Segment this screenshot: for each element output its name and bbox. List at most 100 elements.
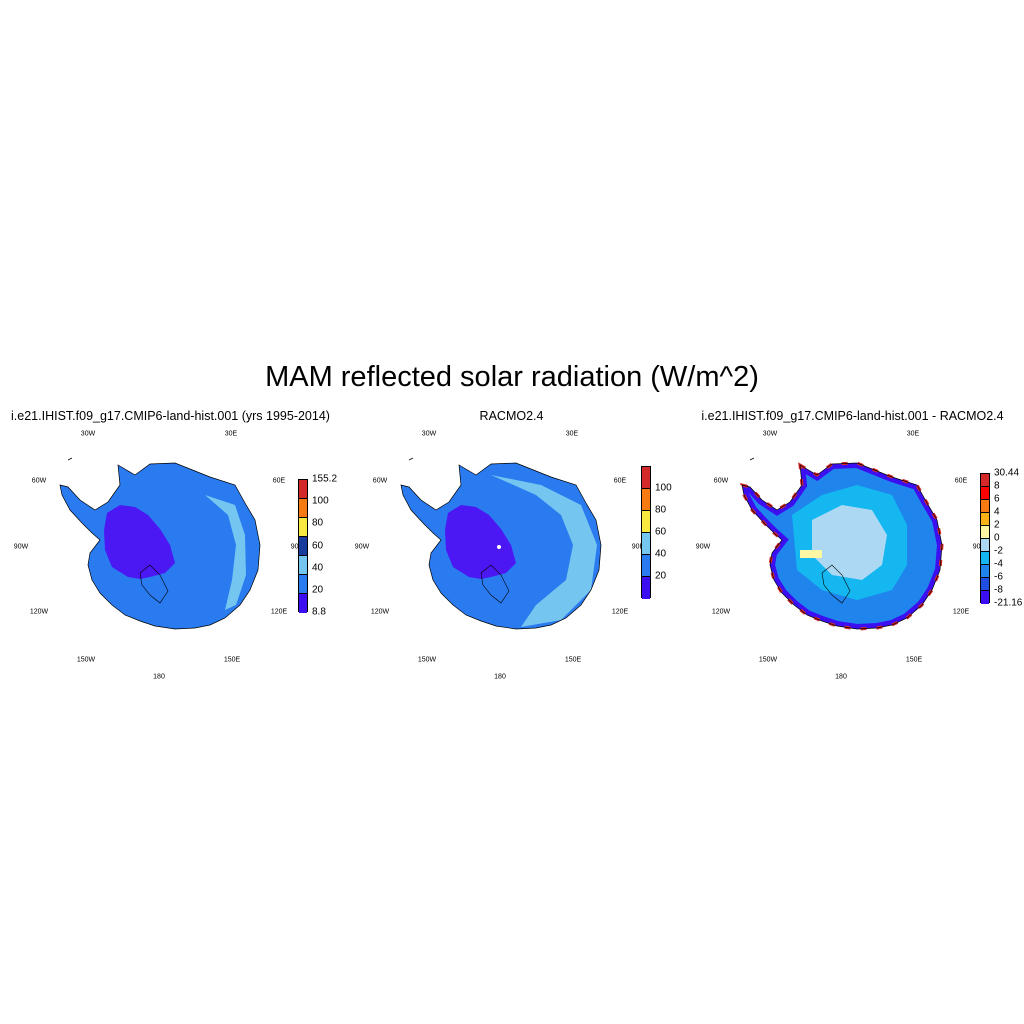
island-mark — [67, 457, 73, 461]
lon-label-30w: 30W — [762, 430, 778, 438]
colorbar-tick-label: 30.44 — [994, 467, 1020, 479]
colorbar-tick-label: 2 — [994, 519, 1000, 531]
panel-difference: i.e21.IHIST.f09_g17.CMIP6-land-hist.001 … — [682, 405, 1023, 695]
lon-label-120w: 120W — [29, 608, 49, 616]
lon-label-90w: 90W — [354, 543, 370, 551]
interior-low-region — [104, 505, 175, 579]
lon-label-150e: 150E — [564, 656, 582, 664]
lon-label-60e: 60E — [613, 477, 627, 485]
lon-label-90w: 90W — [13, 543, 29, 551]
lon-label-120w: 120W — [711, 608, 731, 616]
lon-label-120e: 120E — [611, 608, 629, 616]
lon-label-90w: 90W — [695, 543, 711, 551]
panel-racmo: RACMO2.4 30W 30E 60W 60E 90W 90E 120W 12… — [341, 405, 682, 695]
panel-title: i.e21.IHIST.f09_g17.CMIP6-land-hist.001 … — [11, 409, 330, 423]
ross-ice-shelf-edge — [139, 564, 169, 604]
colorbar-swatch — [981, 591, 989, 604]
lon-label-60w: 60W — [372, 477, 388, 485]
colorbar-swatch — [981, 500, 989, 513]
interior-low-region — [812, 505, 887, 580]
antarctica-map — [400, 457, 602, 630]
colorbar-tick-label: 20 — [312, 584, 324, 596]
positive-patch — [800, 550, 822, 558]
lon-label-60w: 60W — [713, 477, 729, 485]
colorbar-swatch — [642, 489, 650, 511]
coastline — [400, 462, 602, 630]
colorbar-tick-label: -2 — [994, 545, 1003, 557]
colorbar-swatch — [981, 487, 989, 500]
colorbar-tick-label: 8.8 — [312, 606, 326, 618]
colorbar-swatch — [981, 552, 989, 565]
colorbar-swatch — [299, 480, 307, 499]
lon-label-30e: 30E — [224, 430, 238, 438]
lon-label-90e: 90E — [631, 543, 645, 551]
panel-title: RACMO2.4 — [479, 409, 544, 423]
lon-label-180: 180 — [153, 673, 165, 681]
interior-low-region — [445, 505, 516, 579]
colorbar-swatch — [299, 556, 307, 575]
plateau-band — [205, 495, 246, 610]
ross-ice-shelf-edge — [821, 564, 851, 604]
lon-label-60w: 60W — [31, 477, 47, 485]
ross-ice-shelf-edge — [480, 564, 510, 604]
lon-label-60e: 60E — [954, 477, 968, 485]
colorbar-tick-label: -6 — [994, 571, 1003, 583]
lon-label-90e: 90E — [972, 543, 986, 551]
colorbar-tick-label: -8 — [994, 584, 1003, 596]
colorbar-swatch — [981, 565, 989, 578]
colorbar-tick-label: 100 — [312, 495, 329, 507]
lon-label-120e: 120E — [952, 608, 970, 616]
lon-label-150e: 150E — [223, 656, 241, 664]
lon-label-150w: 150W — [758, 656, 778, 664]
colorbar-swatch — [981, 539, 989, 552]
lon-label-180: 180 — [494, 673, 506, 681]
colorbar-tick-label: 20 — [655, 570, 667, 582]
colorbar-swatch — [299, 575, 307, 594]
antarctica-map — [59, 457, 261, 630]
colorbar-swatch — [299, 518, 307, 537]
figure-title: MAM reflected solar radiation (W/m^2) — [265, 361, 759, 393]
colorbar-tick-label: 100 — [655, 482, 672, 494]
island-mark — [408, 457, 414, 461]
lon-label-180: 180 — [835, 673, 847, 681]
colorbar-swatch — [642, 511, 650, 533]
lon-label-30w: 30W — [80, 430, 96, 438]
colorbar-swatch — [642, 533, 650, 555]
lon-label-150w: 150W — [417, 656, 437, 664]
lon-label-30e: 30E — [906, 430, 920, 438]
colorbar-tick-label: 60 — [312, 540, 324, 551]
lon-label-60e: 60E — [272, 477, 286, 485]
colorbar-tick-label: 8 — [994, 480, 1000, 492]
lon-label-120e: 120E — [270, 608, 288, 616]
colorbar-tick-label: 60 — [655, 526, 667, 538]
colorbar-tick-label: -4 — [994, 558, 1003, 570]
colorbar-tick-label: 80 — [655, 504, 667, 516]
colorbar-swatch — [642, 467, 650, 489]
colorbar-tick-label: 155.2 — [312, 473, 338, 485]
colorbar-tick-label: -21.16 — [994, 597, 1023, 609]
colorbar-boxes — [980, 473, 990, 604]
colorbar-tick-label: 6 — [994, 493, 1000, 505]
colorbar-swatch — [642, 577, 650, 599]
coastline — [741, 462, 943, 630]
colorbar-swatch — [642, 555, 650, 577]
antarctica-map — [740, 457, 944, 631]
colorbar-boxes — [298, 479, 308, 613]
colorbar-swatch — [981, 578, 989, 591]
colorbar-swatch — [981, 513, 989, 526]
colorbar-tick-label: 80 — [312, 517, 324, 529]
colorbar-tick-label: 0 — [994, 532, 1000, 544]
colorbar-swatch — [981, 526, 989, 539]
panel-model: i.e21.IHIST.f09_g17.CMIP6-land-hist.001 … — [0, 405, 341, 695]
colorbar-tick-label: 40 — [655, 548, 667, 560]
colorbar-tick-label: 40 — [312, 562, 324, 574]
colorbar-swatch — [299, 537, 307, 556]
colorbar-swatch — [981, 474, 989, 487]
panel-title: i.e21.IHIST.f09_g17.CMIP6-land-hist.001 … — [701, 409, 1004, 423]
colorbar-swatch — [299, 499, 307, 518]
plateau-band — [491, 475, 597, 627]
lon-label-30w: 30W — [421, 430, 437, 438]
pole-gap — [497, 545, 501, 549]
lon-label-150w: 150W — [76, 656, 96, 664]
island-mark — [749, 457, 755, 461]
